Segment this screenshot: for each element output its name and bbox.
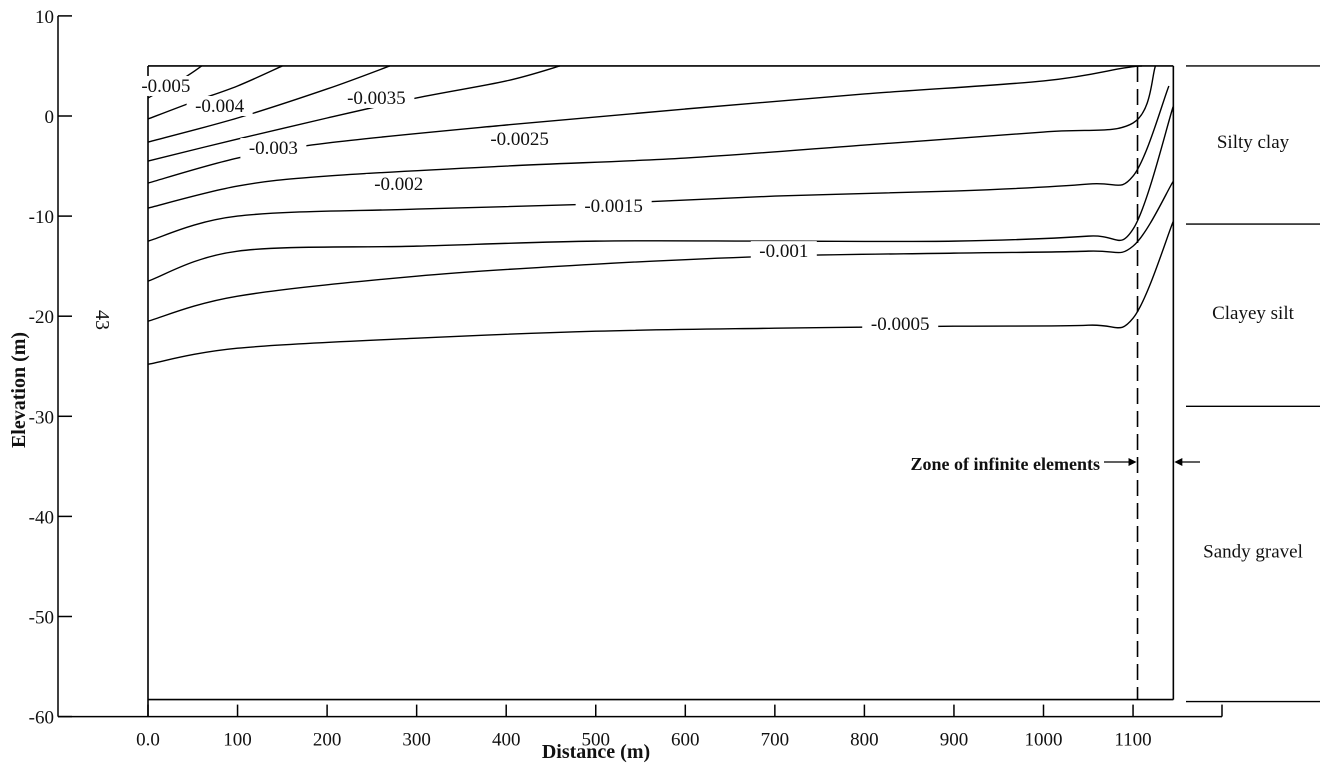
x-tick-label: 400 [492, 730, 521, 751]
x-tick-label: 900 [940, 730, 969, 751]
x-tick-label: 800 [850, 730, 879, 751]
x-tick-label: 1100 [1114, 730, 1151, 751]
contour-line [147, 65, 391, 143]
contour-line [147, 65, 1157, 209]
contour-label-bg [186, 95, 253, 116]
contour-label: -0.002 [374, 174, 423, 195]
contour-label: -0.0025 [490, 129, 549, 150]
contour-label: -0.004 [195, 96, 245, 117]
infinite-zone-label: Zone of infinite elements [911, 454, 1100, 474]
layer-label: Clayey silt [1212, 303, 1295, 324]
x-tick-label: 500 [582, 730, 611, 751]
x-tick-label: 0.0 [136, 730, 160, 751]
contour-label-bg [365, 174, 432, 195]
y-axis-title: Elevation (m) [8, 332, 30, 448]
x-tick-label: 1000 [1025, 730, 1063, 751]
contour-label-bg [750, 241, 817, 262]
contour-label: -0.0015 [584, 196, 643, 217]
contour-line [147, 220, 1174, 365]
y-tick-label: 10 [35, 7, 54, 28]
contour-label: -0.005 [141, 76, 190, 97]
y-tick-label: -10 [29, 207, 54, 228]
contour-label: -0.0005 [871, 314, 930, 335]
contour-lines [147, 65, 1175, 365]
contour-label-bg [481, 129, 558, 150]
y-tick-label: 0 [45, 107, 55, 128]
y-tick-label: -30 [29, 407, 54, 428]
y-tick-label: -20 [29, 307, 54, 328]
contour-line [147, 65, 283, 120]
layer-label: Sandy gravel [1203, 541, 1303, 562]
layer-label: Silty clay [1217, 132, 1290, 153]
axes: 100-10-20-30-40-50-600.0 100 200 300 400 500 6… [29, 7, 1223, 751]
contour-line [147, 65, 561, 162]
contour-label-bg [575, 196, 652, 217]
x-tick-label: 200 [313, 730, 342, 751]
contour-label-bg [862, 314, 939, 335]
contour-label: -0.003 [249, 138, 298, 159]
y-tick-label: -40 [29, 507, 54, 528]
zone-arrow-right-head [1174, 458, 1183, 466]
contour-labels: -0.005-0.004 -0.0035 -0.003 -0.0025 -0.002 -0… [132, 75, 939, 335]
x-axis-title: Distance (m) [542, 741, 650, 763]
x-tick-label: 600 [671, 730, 700, 751]
contour-label-bg [338, 87, 415, 108]
contour-label-bg [240, 138, 307, 159]
y-tick-label: -60 [29, 708, 54, 729]
contour-line [147, 105, 1175, 282]
model-domain [147, 65, 1200, 717]
x-tick-label: 700 [761, 730, 790, 751]
contour-label-bg [132, 75, 199, 96]
side-number: 43 [91, 310, 113, 330]
x-tick-label: 100 [223, 730, 252, 751]
y-tick-label: -50 [29, 608, 54, 629]
zone-arrow-left-head [1128, 458, 1137, 466]
soil-layers: Silty clay Clayey silt Sandy gravel [1186, 65, 1320, 703]
contour-line [147, 85, 1170, 242]
contour-label: -0.0035 [347, 88, 406, 109]
contour-label: -0.001 [759, 241, 808, 262]
x-tick-label: 300 [402, 730, 431, 751]
contour-line [147, 180, 1174, 322]
